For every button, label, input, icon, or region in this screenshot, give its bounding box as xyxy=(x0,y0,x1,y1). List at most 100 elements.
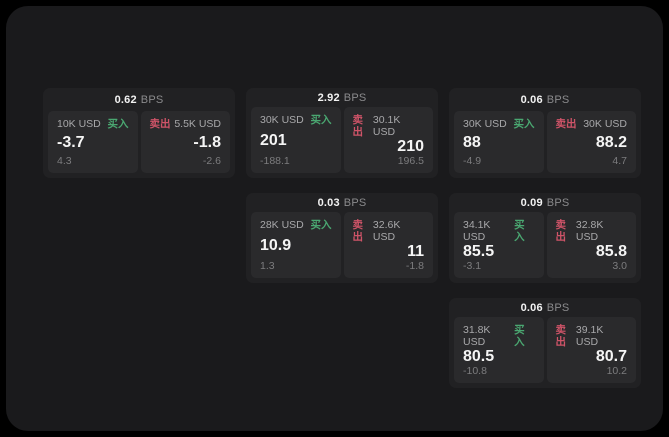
buy-price: 85.5 xyxy=(463,243,495,260)
sell-side-label: 卖出 xyxy=(352,114,364,138)
buy-side-label: 买入 xyxy=(107,118,129,130)
sell-side-label: 卖出 xyxy=(352,219,364,243)
panel-top: 34.1K USD 买入 xyxy=(463,219,535,243)
card-body: 10K USD 买入 -3.7 4.3 卖出 5.5K USD -1.8 -2.… xyxy=(43,111,235,178)
sell-price: 11 xyxy=(407,243,424,260)
sell-panel[interactable]: 卖出 30K USD 88.2 4.7 xyxy=(546,111,636,173)
buy-panel[interactable]: 34.1K USD 买入 85.5 -3.1 xyxy=(454,212,544,278)
sell-sub-value: -2.6 xyxy=(202,155,221,167)
bps-suffix: BPS xyxy=(140,93,164,106)
buy-sub-value: -188.1 xyxy=(260,155,290,167)
sell-panel[interactable]: 卖出 39.1K USD 80.7 10.2 xyxy=(546,317,636,383)
buy-price: 80.5 xyxy=(463,348,495,365)
panel-top: 卖出 32.8K USD xyxy=(556,219,628,243)
quotes-panel: 0.62 BPS 10K USD 买入 -3.7 4.3 卖出 xyxy=(6,6,663,431)
quote-card: 0.06 BPS 30K USD 买入 88 -4.9 卖出 xyxy=(449,88,641,178)
sell-sub-value: -1.8 xyxy=(405,260,424,272)
bps-suffix: BPS xyxy=(343,91,367,104)
panel-top: 卖出 39.1K USD xyxy=(556,324,628,348)
buy-amount: 30K USD xyxy=(463,118,507,130)
sell-price: 80.7 xyxy=(595,348,627,365)
quote-card: 2.92 BPS 30K USD 买入 201 -188.1 卖出 xyxy=(246,88,438,178)
panel-top: 卖出 30K USD xyxy=(556,118,628,130)
sell-side-label: 卖出 xyxy=(149,118,171,130)
buy-side-label: 买入 xyxy=(514,324,525,348)
buy-panel[interactable]: 30K USD 买入 88 -4.9 xyxy=(454,111,544,173)
buy-panel[interactable]: 10K USD 买入 -3.7 4.3 xyxy=(48,111,138,173)
bps-suffix: BPS xyxy=(546,196,570,209)
buy-sub-value: -3.1 xyxy=(463,260,482,272)
sell-price: 85.8 xyxy=(595,243,627,260)
bps-suffix: BPS xyxy=(343,196,367,209)
sell-amount: 32.8K USD xyxy=(575,219,604,243)
card-body: 30K USD 买入 201 -188.1 卖出 30.1K USD 210 1… xyxy=(246,107,438,178)
bps-suffix: BPS xyxy=(546,93,570,106)
buy-panel[interactable]: 28K USD 买入 10.9 1.3 xyxy=(251,212,341,278)
buy-amount: 30K USD xyxy=(260,114,304,126)
quote-card-grid: 0.62 BPS 10K USD 买入 -3.7 4.3 卖出 xyxy=(43,88,641,388)
bps-header: 0.09 BPS xyxy=(449,193,641,212)
bps-header: 0.06 BPS xyxy=(449,298,641,317)
sell-sub-value: 10.2 xyxy=(606,365,627,377)
panel-top: 28K USD 买入 xyxy=(260,219,332,231)
sell-panel[interactable]: 卖出 5.5K USD -1.8 -2.6 xyxy=(140,111,230,173)
panel-top: 卖出 5.5K USD xyxy=(150,118,222,130)
buy-price: 88 xyxy=(463,134,481,151)
buy-amount: 34.1K USD xyxy=(463,219,491,243)
panel-top: 31.8K USD 买入 xyxy=(463,324,535,348)
buy-sub-value: 1.3 xyxy=(260,260,275,272)
sell-price: 210 xyxy=(397,138,424,155)
panel-top: 卖出 32.6K USD xyxy=(353,219,425,243)
buy-amount: 31.8K USD xyxy=(463,324,491,348)
sell-sub-value: 3.0 xyxy=(612,260,627,272)
card-body: 34.1K USD 买入 85.5 -3.1 卖出 32.8K USD 85.8… xyxy=(449,212,641,283)
quote-card: 0.62 BPS 10K USD 买入 -3.7 4.3 卖出 xyxy=(43,88,235,178)
buy-panel[interactable]: 30K USD 买入 201 -188.1 xyxy=(251,107,341,173)
buy-price: 10.9 xyxy=(260,237,292,254)
sell-price: 88.2 xyxy=(595,134,627,151)
quote-card: 0.06 BPS 31.8K USD 买入 80.5 -10.8 卖 xyxy=(449,298,641,388)
buy-sub-value: -10.8 xyxy=(463,365,487,377)
panel-top: 30K USD 买入 xyxy=(260,114,332,126)
sell-amount: 30.1K USD xyxy=(372,114,401,138)
panel-top: 30K USD 买入 xyxy=(463,118,535,130)
buy-amount: 28K USD xyxy=(260,219,304,231)
bps-suffix: BPS xyxy=(546,301,570,314)
buy-panel[interactable]: 31.8K USD 买入 80.5 -10.8 xyxy=(454,317,544,383)
bps-header: 0.62 BPS xyxy=(43,88,235,111)
sell-panel[interactable]: 卖出 32.6K USD 11 -1.8 xyxy=(343,212,433,278)
sell-side-label: 卖出 xyxy=(555,118,577,130)
sell-panel[interactable]: 卖出 30.1K USD 210 196.5 xyxy=(343,107,433,173)
quote-card: 0.09 BPS 34.1K USD 买入 85.5 -3.1 卖出 xyxy=(449,193,641,283)
buy-side-label: 买入 xyxy=(310,219,332,231)
bps-value: 0.09 xyxy=(520,196,543,209)
buy-sub-value: -4.9 xyxy=(463,155,482,167)
panel-top: 卖出 30.1K USD xyxy=(353,114,425,138)
panel-top: 10K USD 买入 xyxy=(57,118,129,130)
buy-side-label: 买入 xyxy=(513,118,535,130)
sell-side-label: 卖出 xyxy=(555,219,567,243)
bps-header: 0.03 BPS xyxy=(246,193,438,212)
buy-side-label: 买入 xyxy=(310,114,332,126)
bps-value: 0.06 xyxy=(520,301,543,314)
sell-panel[interactable]: 卖出 32.8K USD 85.8 3.0 xyxy=(546,212,636,278)
bps-header: 2.92 BPS xyxy=(246,88,438,107)
card-body: 31.8K USD 买入 80.5 -10.8 卖出 39.1K USD 80.… xyxy=(449,317,641,388)
bps-value: 0.62 xyxy=(114,93,137,106)
sell-amount: 30K USD xyxy=(583,118,627,130)
sell-amount: 5.5K USD xyxy=(174,118,221,130)
sell-sub-value: 4.7 xyxy=(612,155,627,167)
card-body: 28K USD 买入 10.9 1.3 卖出 32.6K USD 11 -1.8 xyxy=(246,212,438,283)
buy-sub-value: 4.3 xyxy=(57,155,72,167)
sell-price: -1.8 xyxy=(193,134,221,151)
bps-value: 0.06 xyxy=(520,93,543,106)
card-body: 30K USD 买入 88 -4.9 卖出 30K USD 88.2 4.7 xyxy=(449,111,641,178)
bps-value: 2.92 xyxy=(317,91,340,104)
bps-header: 0.06 BPS xyxy=(449,88,641,111)
sell-sub-value: 196.5 xyxy=(397,155,424,167)
bps-value: 0.03 xyxy=(317,196,340,209)
sell-side-label: 卖出 xyxy=(555,324,567,348)
quote-card: 0.03 BPS 28K USD 买入 10.9 1.3 卖出 xyxy=(246,193,438,283)
buy-amount: 10K USD xyxy=(57,118,101,130)
